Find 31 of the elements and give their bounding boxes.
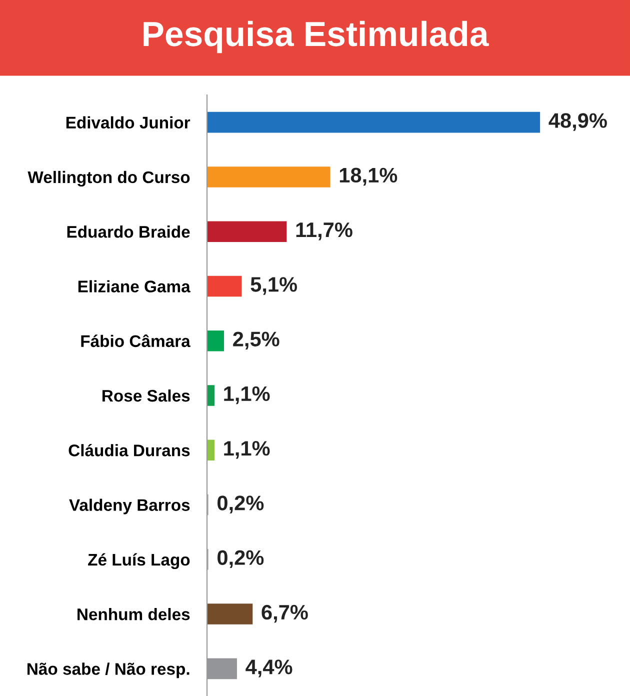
data-label: 0,2% bbox=[218, 496, 264, 514]
bar bbox=[207, 112, 540, 133]
chart-title: Pesquisa Estimulada bbox=[144, 20, 489, 54]
y-tick-label: Não sabe / Não resp. bbox=[28, 662, 190, 678]
bar bbox=[207, 221, 287, 242]
bar bbox=[207, 440, 214, 461]
bar bbox=[207, 604, 253, 624]
data-label: 48,9% bbox=[548, 113, 607, 131]
data-label: 4,4% bbox=[246, 660, 292, 678]
data-label: 1,1% bbox=[224, 441, 270, 459]
bar bbox=[207, 166, 330, 188]
data-label: 2,5% bbox=[233, 332, 280, 350]
y-tick-label: Wellington do Curso bbox=[28, 170, 190, 187]
data-label: 11,7% bbox=[296, 222, 352, 240]
y-tick-label: Rose Sales bbox=[102, 389, 190, 402]
y-tick-label: Nenhum deles bbox=[78, 608, 190, 620]
y-tick-label: Valdeny Barros bbox=[69, 498, 190, 514]
y-tick-label: Eliziane Gama bbox=[78, 280, 190, 292]
y-tick-label: Fábio Câmara bbox=[81, 334, 190, 348]
bar bbox=[207, 330, 224, 352]
data-label: 1,1% bbox=[224, 386, 270, 404]
data-label: 6,7% bbox=[262, 604, 308, 623]
y-tick-label: Eduardo Braide bbox=[67, 226, 190, 238]
y-tick-label: Zé Luís Lago bbox=[88, 553, 190, 570]
bar bbox=[207, 276, 242, 297]
data-label: 5,1% bbox=[250, 277, 298, 295]
y-tick-label: Edivaldo Junior bbox=[66, 116, 190, 129]
data-label: 18,1% bbox=[340, 168, 398, 186]
bar bbox=[207, 385, 214, 406]
data-label: 0,2% bbox=[218, 550, 264, 568]
y-tick-label: Cláudia Durans bbox=[68, 444, 190, 456]
